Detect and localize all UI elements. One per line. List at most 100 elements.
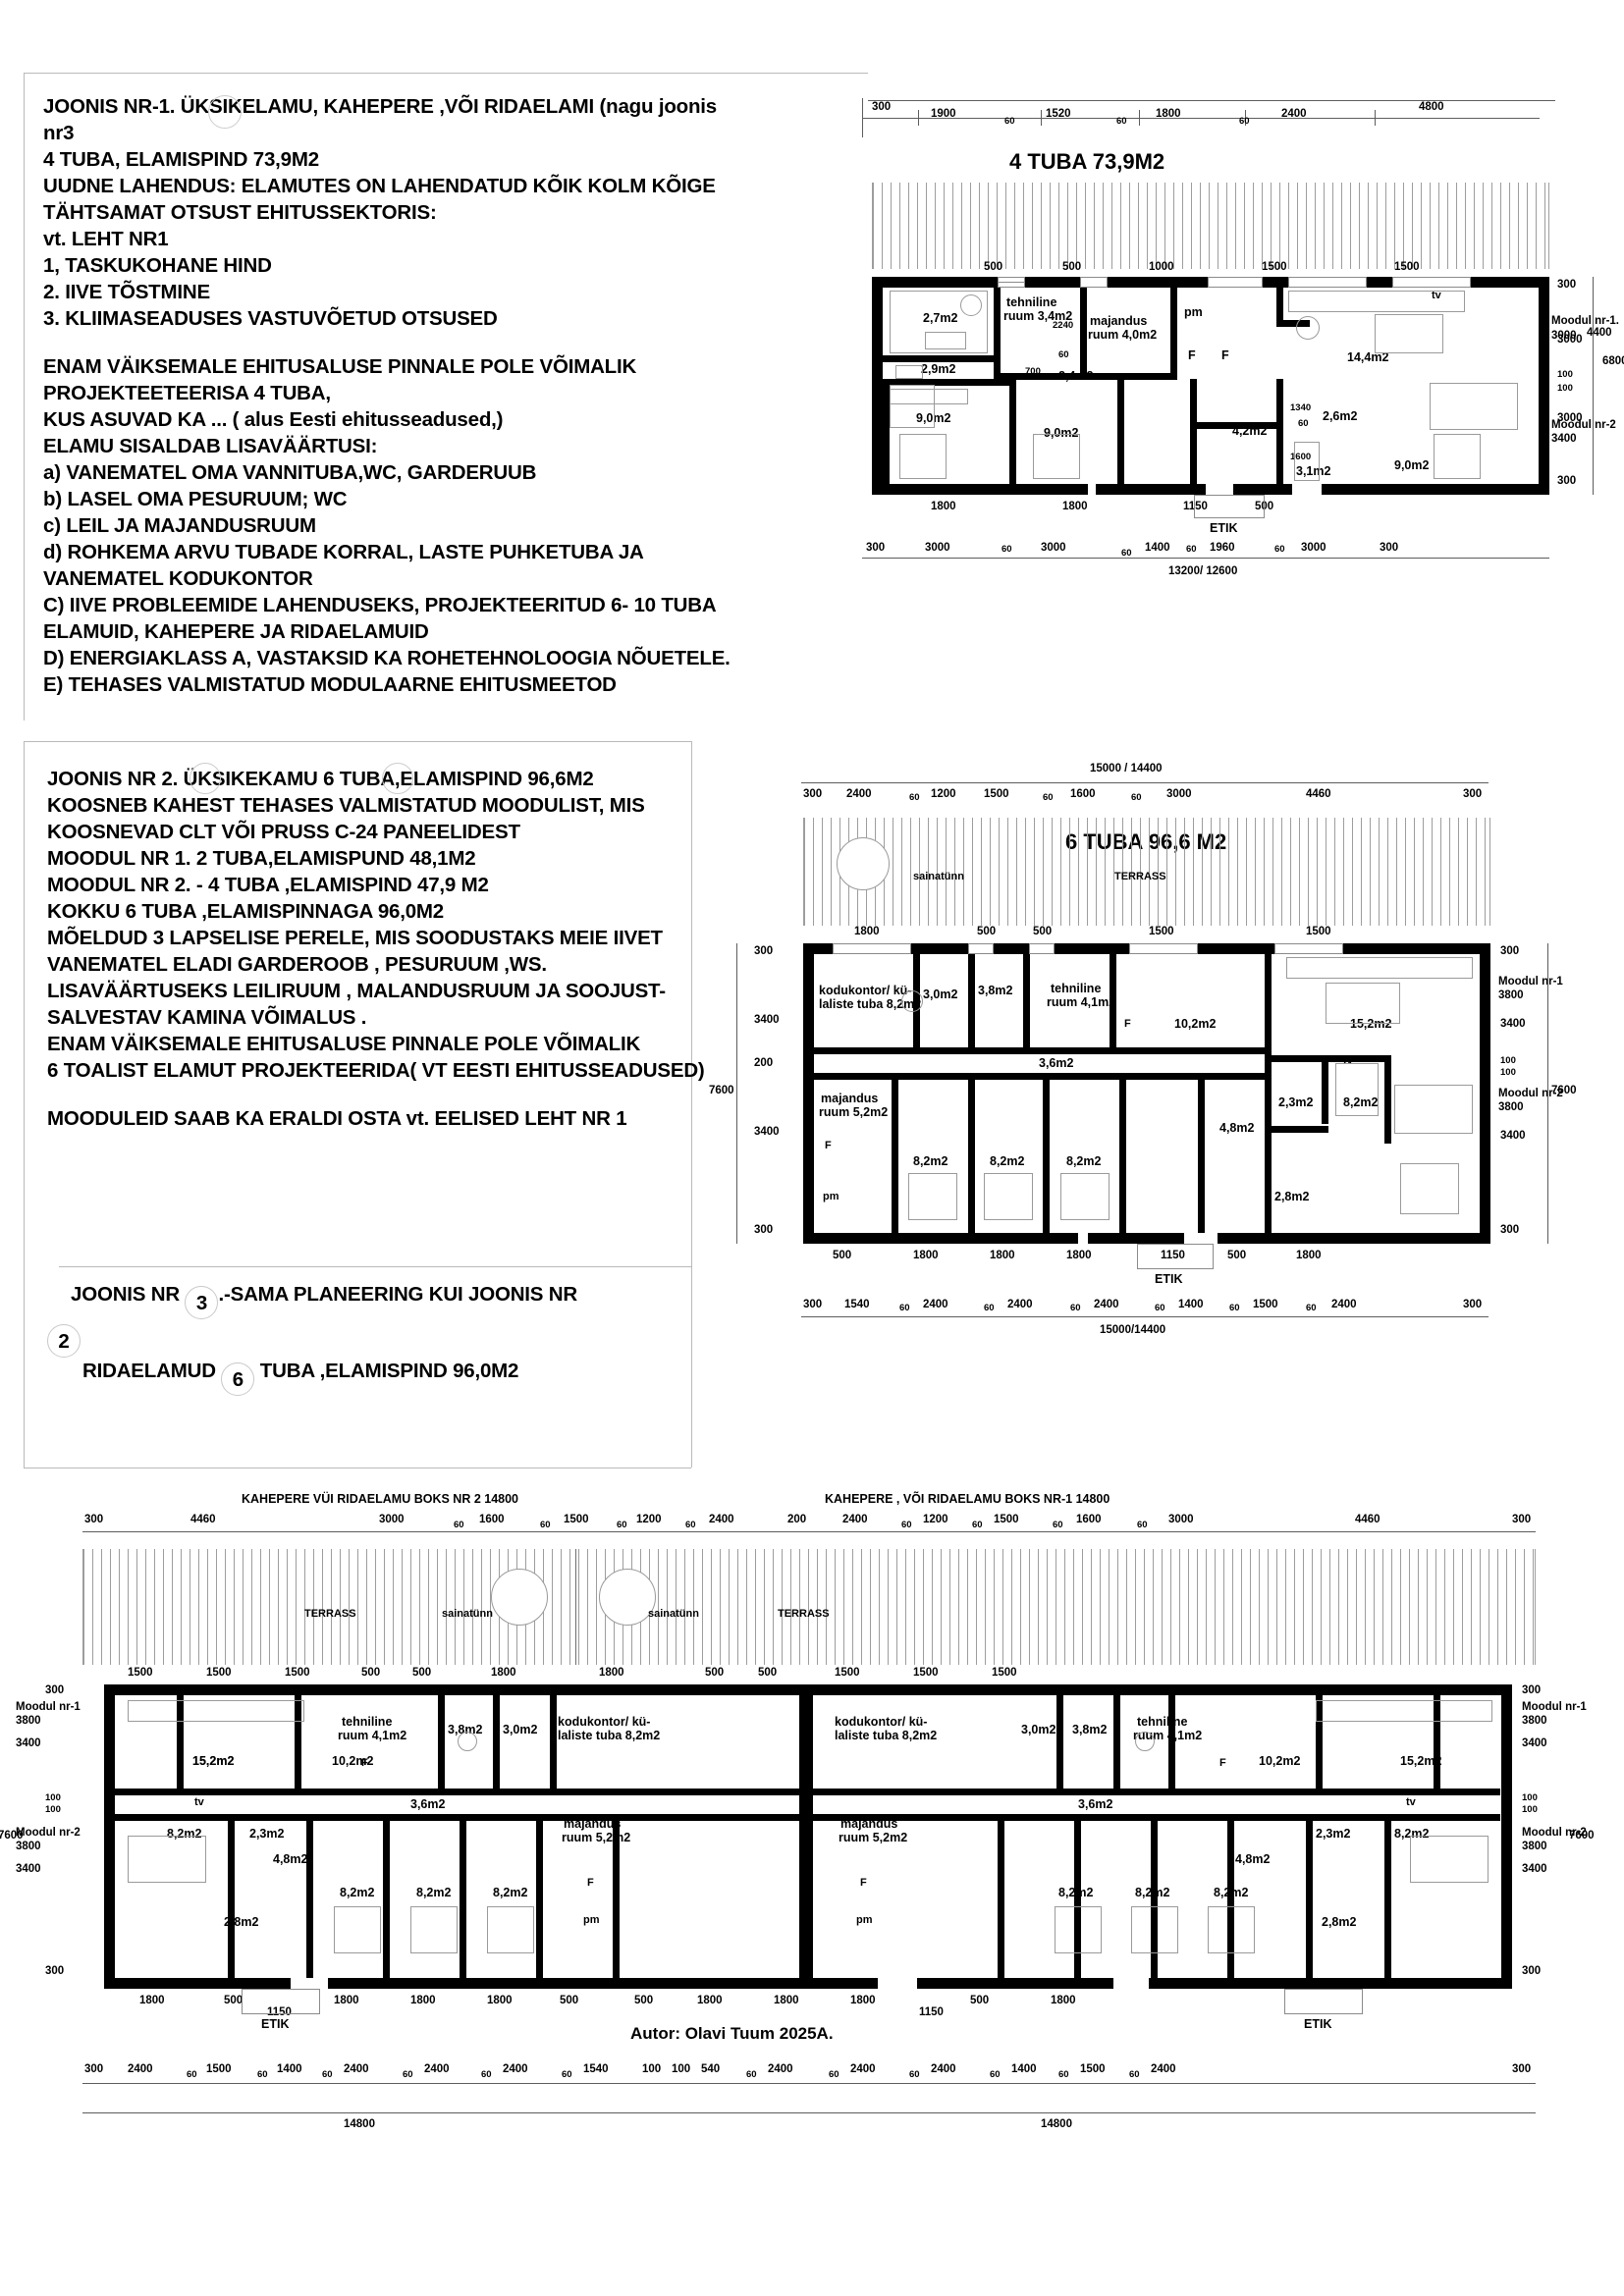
plan3-bsl-2: 60 <box>187 2069 197 2080</box>
plan2-base-dim-3: 2400 <box>923 1299 948 1310</box>
plan2-furn-table2 <box>1326 983 1400 1024</box>
plan3-bd-7: 500 <box>634 1995 654 2006</box>
plan1-right-total: 6800 <box>1602 355 1624 367</box>
plan3-furn-kitchen-l <box>128 1700 304 1722</box>
plan3-bd-1: 500 <box>224 1995 244 2006</box>
plan2-furn-stairs <box>1335 1063 1379 1116</box>
plan3-bd-12: 500 <box>970 1995 990 2006</box>
plan2-base-dim-14: 300 <box>1463 1299 1483 1310</box>
plan2-wall-bottom-1 <box>803 1233 1078 1244</box>
plan2-right-total: 7600 <box>1551 1085 1577 1096</box>
plan2-left-total: 7600 <box>709 1085 734 1096</box>
plan3-bsr-2: 60 <box>746 2069 757 2080</box>
b1-line-1: nr3 <box>43 122 75 144</box>
plan1-iwall-v1 <box>994 288 1001 380</box>
b1-line-11: PROJEKTEETEERISA 4 TUBA, <box>43 382 331 404</box>
plan1-inner-dim-2: 700 <box>1025 366 1041 377</box>
plan3-wd-5: 1800 <box>491 1667 516 1679</box>
plan1-iwall-h1 <box>883 355 994 362</box>
frame-divider-3 <box>59 1266 691 1267</box>
plan2-right-dim-bot: 300 <box>1500 1224 1520 1236</box>
b1-line-10: ENAM VÄIKSEMALE EHITUSALUSE PINNALE POLE… <box>43 355 637 378</box>
plan2-module-1-size: 3800 <box>1498 989 1524 1001</box>
plan1-right-total2: 4400 <box>1587 327 1612 339</box>
plan3-sauna-right-label: sainatünn <box>648 1608 699 1620</box>
plan1-top-dim-5: 1800 <box>1156 108 1181 120</box>
plan2-left-dim-3: 3400 <box>754 1126 780 1138</box>
plan2-room-0b: laliste tuba 8,2m2 <box>819 997 922 1011</box>
plan3-l-edge-5: 300 <box>45 1965 65 1977</box>
b1-line-12: KUS ASUVAD KA ... ( alus Eesti ehitussea… <box>43 408 504 431</box>
plan3-wall-left <box>104 1684 115 1989</box>
b1-line-5: vt. LEHT NR1 <box>43 228 169 250</box>
plan1-wall-left <box>872 277 883 495</box>
plan1-entry-porch <box>1194 495 1265 518</box>
plan3-overall-right: 14800 <box>1041 2118 1072 2130</box>
plan3-l-room-0: 15,2m2 <box>192 1754 235 1768</box>
plan3-td-r2: 1200 <box>923 1514 948 1525</box>
plan3-wall-bottom-3 <box>917 1978 1113 1989</box>
plan3-wd-0: 1500 <box>128 1667 153 1679</box>
plan3-td-r5: 60 <box>1053 1520 1063 1530</box>
plan3-l-tv: tv <box>194 1796 204 1808</box>
plan1-stove-icon <box>960 294 982 316</box>
plan3-r-iwall-3 <box>1113 1695 1120 1789</box>
plan3-l-module-2-name: Moodul nr-2 <box>16 1827 81 1839</box>
plan1-wall-right <box>1539 277 1549 495</box>
plan1-room-2a: tehniline <box>1006 295 1057 309</box>
plan3-td-l5: 60 <box>540 1520 551 1530</box>
plan1-iwall-v8 <box>1276 379 1283 484</box>
plan1-room-12: 4,2m2 <box>1232 424 1268 438</box>
b3-label-b: .-SAMA PLANEERING KUI JOONIS NR <box>218 1283 577 1306</box>
plan2-wall-top-1 <box>803 943 833 954</box>
plan2-base-dim-7: 2400 <box>1094 1299 1119 1310</box>
plan2-iwall-v6 <box>968 1073 975 1233</box>
plan3-bsl-3: 1500 <box>206 2063 232 2075</box>
plan3-l-iwall-6 <box>306 1814 313 1978</box>
plan3-td-r10: 300 <box>1512 1514 1532 1525</box>
plan3-r-F2: F <box>860 1877 867 1889</box>
plan2-room-7b: ruum 5,2m2 <box>819 1105 889 1119</box>
plan3-td-l11: 200 <box>787 1514 807 1525</box>
plan1-room-3a: majandus <box>1090 314 1148 328</box>
plan3-r-room-10a: 8,2m2 <box>1214 1886 1249 1899</box>
plan2-base-dim-8: 60 <box>1155 1303 1165 1313</box>
plan3-bsr-3: 2400 <box>768 2063 793 2075</box>
plan2-room-9: 8,2m2 <box>990 1154 1025 1168</box>
plan3-wall-bottom-1 <box>104 1978 291 1989</box>
plan3-r-edge-2: 100 <box>1522 1792 1538 1803</box>
plan3-bsl-12: 60 <box>562 2069 572 2080</box>
plan1-room-7: 2,4m2 <box>1058 369 1094 383</box>
plan3-l-room-13: 2,8m2 <box>224 1915 259 1929</box>
plan2-room-16-F: F <box>1124 1018 1131 1030</box>
plan1-window-4 <box>1288 277 1367 288</box>
plan3-r-room-4: 3,0m2 <box>1021 1723 1056 1736</box>
plan2-base-dim-1: 1540 <box>844 1299 870 1310</box>
plan3-td-l2: 3000 <box>379 1514 405 1525</box>
b2-spacer <box>47 1084 734 1105</box>
plan3-furn-sofa-r <box>1410 1836 1489 1883</box>
plan2-header-dim: 15000 / 14400 <box>1090 763 1163 774</box>
plan1-top-dim-7: 2400 <box>1281 108 1307 120</box>
plan3-bsl-0: 300 <box>84 2063 104 2075</box>
plan2-room-18-tv: tv <box>1343 1055 1353 1067</box>
plan1-inner-dim-5: 1600 <box>1290 452 1312 462</box>
plan1-room-0: 2,7m2 <box>923 311 958 325</box>
plan3-r-iwall-9 <box>1074 1814 1081 1978</box>
plan1-room-1: 2,9m2 <box>921 362 956 376</box>
plan1-module-2-label: Moodul nr-2 <box>1551 418 1616 432</box>
plan1-base-dim-5: 1400 <box>1145 542 1170 554</box>
plan3-r-module-2-size2: 3400 <box>1522 1863 1547 1875</box>
plan2-iwall-v10 <box>1265 954 1272 1233</box>
plan3-wall-right <box>1501 1684 1512 1989</box>
b1-line-16: c) LEIL JA MAJANDUSRUUM <box>43 514 316 537</box>
plan3-bsr-5: 2400 <box>850 2063 876 2075</box>
plan3-td-l10: 2400 <box>709 1514 734 1525</box>
text-block-joonis-3: JOONIS NR 3 .-SAMA PLANEERING KUI JOONIS … <box>47 1281 699 1396</box>
plan3-wd-4: 500 <box>412 1667 432 1679</box>
plan3-bd-0: 1800 <box>139 1995 165 2006</box>
plan3-furn-bed-l3 <box>487 1906 534 1953</box>
plan1-top-tick-2 <box>1041 110 1042 126</box>
frame-line-left <box>24 73 25 721</box>
b2-line-3: MOODUL NR 1. 2 TUBA,ELAMISPUND 48,1M2 <box>47 847 476 870</box>
